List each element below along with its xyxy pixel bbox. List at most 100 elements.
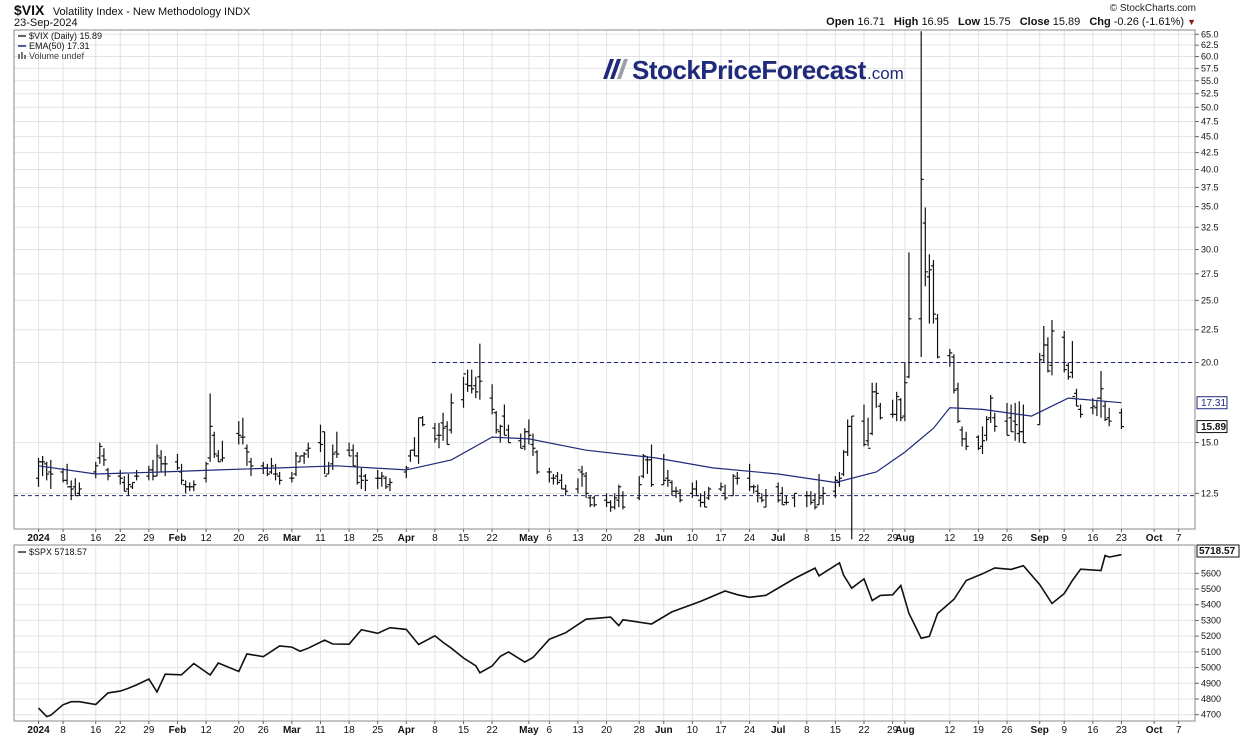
vix-x-tick-label: 29 (143, 533, 155, 544)
ohlc-bar (505, 424, 511, 444)
ohlc-bar (869, 382, 875, 436)
ema-50-line (38, 397, 1122, 484)
spx-y-tick-label: 4700 (1201, 710, 1221, 720)
ohlc-bar (375, 469, 381, 489)
ohlc-bar (612, 493, 618, 510)
spx-x-tick-label: 12 (944, 725, 956, 736)
ohlc-bar (489, 384, 495, 415)
ohlc-bar (215, 450, 221, 463)
spx-x-tick-label: 26 (258, 725, 270, 736)
ohlc-bar (444, 421, 450, 446)
down-arrow-icon: ▼ (1187, 17, 1196, 27)
spx-panel: 4700 4800 4900 5000 5100 5200 5300 5400 5500 5600… (13, 544, 1240, 722)
ohlc-bar (534, 450, 540, 475)
vix-y-tick-label: 57.5 (1201, 63, 1219, 73)
spx-x-tick-label: 6 (547, 725, 553, 736)
chg-label: Chg (1089, 16, 1111, 28)
ohlc-bar (620, 491, 626, 510)
ohlc-bar (763, 488, 769, 508)
spx-x-tick-label: Sep (1031, 725, 1049, 736)
ohlc-bar (305, 442, 311, 458)
ohlc-bar (906, 252, 912, 379)
spx-x-tick-label: 24 (744, 725, 756, 736)
ohlc-bar (244, 444, 250, 466)
ohlc-bar (894, 391, 900, 422)
vix-x-tick-label: Sep (1031, 533, 1049, 544)
ohlc-bar (1012, 402, 1018, 441)
spx-x-tick-label: 28 (634, 725, 646, 736)
ohlc-bar (440, 412, 446, 441)
spx-x-tick-label: 8 (432, 725, 438, 736)
ohlc-bar (130, 481, 136, 489)
ohlc-bar (975, 435, 981, 451)
ohlc-bar (935, 314, 941, 359)
symbol-title: $VIX (14, 2, 45, 18)
ohlc-bar (248, 457, 254, 477)
ohlc-bar (902, 362, 908, 422)
vix-x-tick-label: 6 (547, 533, 553, 544)
ohlc-bar (816, 474, 822, 506)
vix-x-tick-label: 15 (458, 533, 470, 544)
ohlc-bar (322, 431, 328, 477)
ohlc-bar (121, 476, 127, 492)
chart-date: 23-Sep-2024 (14, 17, 78, 29)
ohlc-bar (436, 422, 442, 449)
spx-x-tick-label: 13 (572, 725, 584, 736)
ohlc-bar (268, 457, 274, 475)
ohlc-bar (755, 484, 761, 503)
ohlc-bar (734, 471, 740, 485)
volume-legend-label: Volume undef (29, 51, 85, 61)
ohlc-bar (1004, 402, 1010, 436)
ohlc-bar (174, 453, 180, 470)
vix-x-tick-label: 19 (973, 533, 985, 544)
ohlc-bar (383, 476, 389, 489)
spx-x-tick-label: 22 (115, 725, 127, 736)
watermark: StockPriceForecast .com (603, 55, 904, 85)
open-label: Open (826, 16, 855, 28)
ohlc-bar (1016, 401, 1022, 443)
spx-y-tick-label: 5100 (1201, 647, 1221, 657)
ohlc-bar (387, 478, 393, 492)
ohlc-bar (918, 31, 924, 357)
vix-x-tick-label: May (519, 533, 539, 544)
ohlc-bar (1008, 404, 1014, 433)
spx-x-tick-label: 8 (804, 725, 810, 736)
ohlc-bar (1069, 341, 1075, 398)
ohlc-bar (497, 424, 503, 443)
vix-x-tick-label: Jul (771, 533, 786, 544)
ohlc-bar (448, 393, 454, 434)
ohlc-bar (775, 482, 781, 503)
ohlc-bar (930, 259, 936, 324)
ohlc-bar (648, 444, 654, 487)
vix-y-tick-label: 65.0 (1201, 29, 1219, 39)
vix-x-tick-label: Jun (655, 533, 673, 544)
vix-y-tick-label: 30.0 (1201, 245, 1219, 255)
ohlc-bar (264, 463, 270, 477)
spx-y-tick-label: 5000 (1201, 663, 1221, 673)
vix-y-axis: 12.5 15.0 20.0 22.5 25.0 27.5 30.0 32.5 35.0 37.5… (1195, 29, 1219, 498)
vix-y-tick-label: 22.5 (1201, 325, 1219, 335)
ohlc-bar (730, 474, 736, 497)
spx-y-tick-label: 5200 (1201, 631, 1221, 641)
vix-x-tick-label: 16 (90, 533, 102, 544)
spx-x-tick-label: 20 (601, 725, 613, 736)
vix-x-tick-label: Oct (1146, 533, 1163, 544)
spx-x-tick-label: Apr (398, 725, 415, 736)
spx-y-tick-label: 4800 (1201, 694, 1221, 704)
vix-x-tick-label: 28 (634, 533, 646, 544)
vix-y-tick-label: 52.5 (1201, 89, 1219, 99)
ema-last-value: 17.31 (1201, 398, 1226, 409)
vix-x-tick-label: 2024 (27, 533, 50, 544)
ohlc-bar (354, 452, 360, 485)
ohlc-bar (608, 500, 614, 512)
ohlc-bar (759, 493, 765, 503)
ema-legend-label: EMA(50) 17.31 (29, 41, 90, 51)
spx-x-tick-label: Mar (283, 725, 301, 736)
spx-x-tick-label: Jun (655, 725, 673, 736)
ohlc-bar (644, 455, 650, 475)
ohlc-bar (555, 471, 561, 485)
high-label: High (893, 16, 919, 28)
ohlc-bar (951, 354, 957, 394)
ohlc-bar (861, 404, 867, 447)
ohlc-bar (591, 495, 597, 508)
